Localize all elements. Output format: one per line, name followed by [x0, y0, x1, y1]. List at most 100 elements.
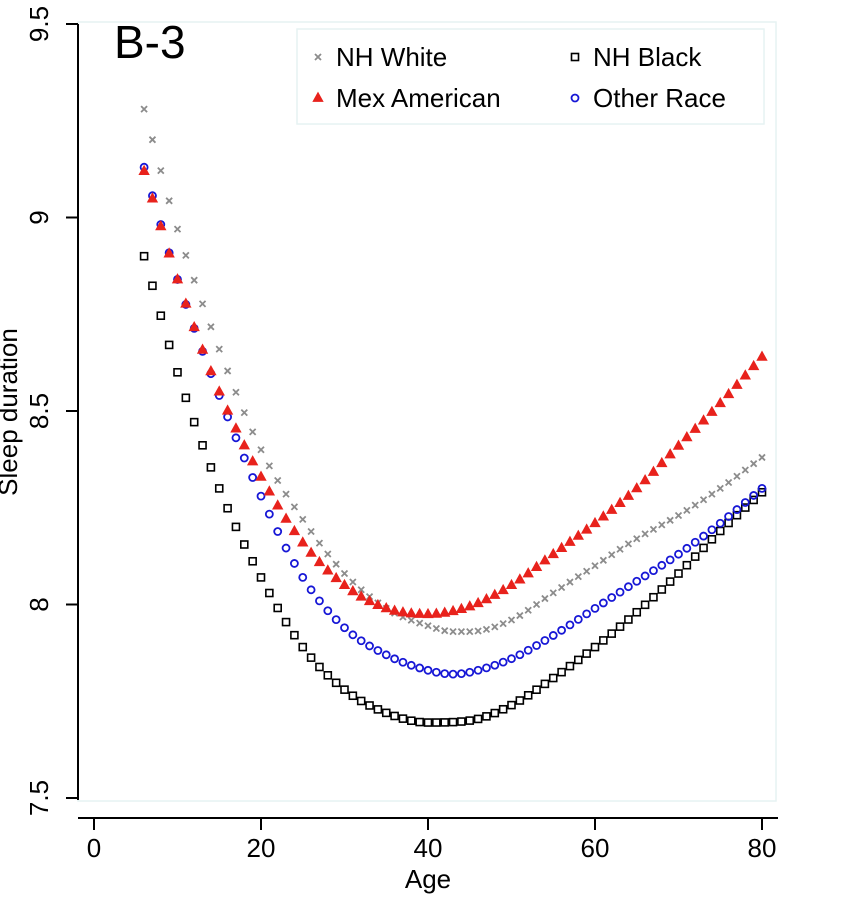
- point-mex-american: [439, 606, 451, 617]
- series-mex-american: [138, 164, 768, 619]
- point-nh-black: [432, 718, 441, 727]
- point-nh-white: [591, 562, 599, 570]
- x-axis-title: Age: [405, 864, 451, 894]
- point-nh-white: [708, 490, 716, 498]
- point-other-race: [573, 614, 583, 624]
- point-nh-white: [516, 611, 524, 620]
- point-other-race: [540, 636, 550, 645]
- point-nh-white: [649, 525, 658, 533]
- point-mex-american: [639, 474, 651, 485]
- point-mex-american: [413, 607, 426, 618]
- point-nh-white: [215, 345, 223, 353]
- point-nh-black: [423, 718, 433, 727]
- point-nh-black: [381, 708, 391, 718]
- point-mex-american: [280, 512, 292, 523]
- point-nh-white: [624, 540, 633, 548]
- point-mex-american: [747, 359, 760, 371]
- point-nh-white: [223, 367, 232, 375]
- point-mex-american: [480, 593, 493, 604]
- point-mex-american: [505, 578, 518, 590]
- panel-label: B-3: [114, 16, 186, 68]
- point-nh-black: [298, 642, 308, 652]
- x-ticks: 0 20 40 60 80: [87, 818, 777, 863]
- point-nh-black: [749, 495, 758, 505]
- point-other-race: [239, 453, 249, 463]
- point-mex-american: [155, 220, 167, 231]
- point-nh-black: [674, 569, 683, 578]
- point-mex-american: [539, 554, 551, 565]
- point-nh-black: [214, 484, 224, 493]
- point-nh-black: [223, 503, 232, 513]
- point-other-race: [657, 560, 667, 570]
- point-mex-american: [631, 482, 643, 493]
- point-other-race: [465, 667, 475, 677]
- point-other-race: [381, 650, 391, 660]
- point-nh-white: [499, 620, 507, 628]
- point-other-race: [348, 630, 358, 640]
- point-nh-white: [750, 460, 758, 468]
- x-tick-label: 60: [581, 833, 610, 863]
- point-nh-white: [140, 105, 148, 113]
- point-mex-american: [580, 523, 593, 534]
- y-tick-label: 9.5: [24, 6, 54, 42]
- legend-label-nh-white: NH White: [336, 42, 447, 72]
- point-other-race: [682, 543, 692, 553]
- point-other-race: [557, 625, 566, 635]
- point-mex-american: [697, 414, 710, 425]
- point-mex-american: [313, 555, 326, 567]
- point-other-race: [431, 667, 441, 677]
- point-nh-black: [406, 716, 416, 726]
- x-tick-label: 40: [414, 833, 443, 863]
- point-nh-black: [181, 393, 191, 403]
- point-nh-white: [741, 466, 749, 474]
- point-nh-black: [498, 704, 508, 714]
- point-mex-american: [171, 273, 184, 284]
- point-nh-white: [658, 521, 666, 529]
- point-nh-black: [256, 573, 266, 582]
- point-other-race: [373, 646, 383, 655]
- point-nh-black: [356, 696, 366, 706]
- point-nh-white: [541, 594, 549, 603]
- point-other-race: [707, 525, 717, 535]
- point-nh-white: [207, 323, 215, 331]
- point-nh-black: [415, 717, 424, 727]
- point-nh-white: [282, 490, 290, 498]
- point-mex-american: [714, 396, 726, 408]
- point-nh-white: [324, 550, 332, 558]
- point-nh-white: [441, 627, 449, 635]
- point-nh-white: [666, 516, 674, 524]
- point-mex-american: [297, 536, 309, 547]
- point-nh-white: [407, 616, 415, 624]
- point-other-race: [665, 555, 675, 565]
- point-other-race: [715, 518, 725, 528]
- point-other-race: [590, 603, 600, 613]
- point-nh-black: [139, 251, 149, 261]
- y-ticks: 7.5 8 8.5 9 9.5: [24, 6, 78, 816]
- point-nh-black: [373, 705, 383, 714]
- point-nh-black: [607, 629, 617, 638]
- point-nh-black: [649, 592, 658, 602]
- point-mex-american: [681, 431, 693, 442]
- series-nh-white: [140, 105, 766, 636]
- point-other-race: [298, 573, 308, 582]
- point-nh-white: [616, 545, 624, 553]
- point-other-race: [331, 615, 341, 625]
- legend-label-mex-american: Mex American: [336, 83, 501, 113]
- point-mex-american: [731, 378, 743, 389]
- point-nh-black: [590, 642, 600, 652]
- point-nh-white: [583, 567, 591, 575]
- point-other-race: [423, 665, 433, 675]
- point-nh-black: [198, 441, 207, 450]
- point-other-race: [306, 585, 316, 595]
- point-mex-american: [338, 578, 351, 590]
- x-tick-label: 80: [748, 833, 777, 863]
- point-other-race: [724, 512, 733, 521]
- point-nh-white: [474, 627, 482, 635]
- point-nh-white: [524, 606, 532, 614]
- y-tick-label: 8: [24, 597, 54, 611]
- point-nh-black: [248, 556, 257, 566]
- point-mex-american: [372, 598, 384, 610]
- point-nh-black: [482, 712, 491, 721]
- point-nh-white: [198, 300, 207, 308]
